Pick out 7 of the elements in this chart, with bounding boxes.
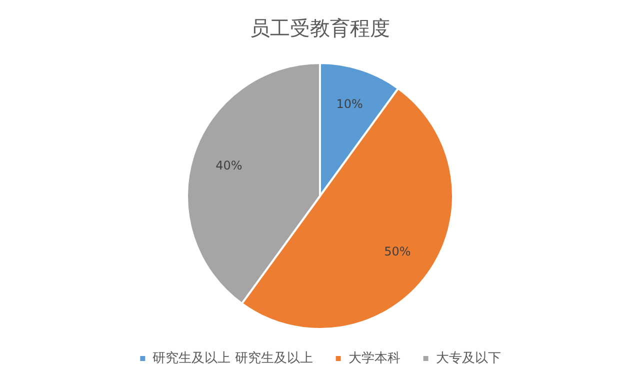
legend-label: 大学本科 [348, 350, 400, 366]
data-label: 50% [384, 244, 411, 258]
legend-label: 大专及以下 [436, 350, 501, 366]
data-label: 10% [336, 97, 363, 112]
data-label: 40% [216, 158, 242, 173]
chart-title: 员工受教育程度 [250, 16, 390, 40]
legend-label: 研究生及以上 研究生及以上 [152, 350, 313, 366]
